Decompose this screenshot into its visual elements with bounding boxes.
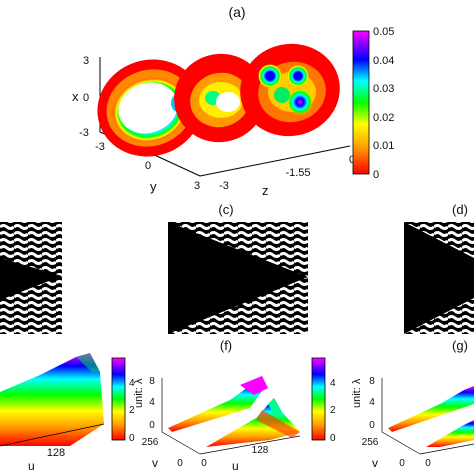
z-tick-mid: -1.55: [285, 167, 310, 179]
y-tick-mid: 0: [145, 160, 151, 172]
panel-e-x-label: u: [28, 459, 35, 473]
colorbar-f-tick-1: 2: [330, 405, 336, 416]
colorbar-e-tick-1: 2: [129, 405, 135, 416]
x-tick-bottom: -3: [79, 127, 89, 139]
panel-g-z-tick-0: 8: [369, 376, 375, 387]
panel-a-label: (a): [228, 4, 245, 20]
panel-f-z-tick-2: 0: [149, 420, 155, 431]
panel-f-v-label: v: [152, 456, 158, 470]
x-tick-mid: 0: [83, 92, 89, 104]
colorbar-tick-4: 0.01: [373, 140, 394, 152]
intensity-slice-2: [174, 53, 266, 143]
z-tick-last: 0: [349, 154, 355, 166]
colorbar-tick-1: 0.04: [373, 55, 394, 67]
colorbar-tick-0: 0.05: [373, 26, 394, 38]
colorbar-tick-3: 0.02: [373, 112, 394, 124]
y-tick-last: 3: [194, 180, 200, 192]
panel-e: 128 u 4 2 0: [0, 353, 135, 473]
axis-label-z: z: [262, 183, 269, 198]
panel-f-u-tick-2: 128: [252, 445, 269, 456]
panel-f-z-tick-1: 4: [149, 397, 155, 408]
colorbar-e-tick-2: 0: [129, 433, 135, 444]
panel-g: (g) unit: λ 8 4 0 256 v 0 0: [351, 338, 474, 470]
panel-f-label: (f): [220, 338, 232, 353]
y-tick-first: -3: [95, 141, 105, 153]
axis-label-y: y: [150, 179, 157, 194]
panel-f-u-tick-0: 0: [177, 458, 183, 469]
axis-label-x: x: [72, 89, 79, 104]
panel-g-z-label: unit: λ: [351, 378, 363, 408]
panel-g-v-label: v: [372, 456, 378, 470]
colorbar-e: [111, 357, 126, 441]
panel-f-u-tick-1: 0: [201, 458, 207, 469]
colorbar-tick-2: 0.03: [373, 83, 394, 95]
panel-b: [0, 222, 62, 334]
panel-f-u-label: u: [232, 459, 239, 473]
intensity-slice-3: [240, 43, 340, 137]
panel-d: [404, 222, 474, 334]
panel-c-label: (c): [218, 202, 233, 217]
colorbar-e-tick-0: 4: [129, 378, 135, 389]
colorbar-a: [352, 30, 370, 175]
panel-f-v-tick: 256: [142, 437, 159, 448]
z-tick-first: -3: [219, 180, 229, 192]
panel-c: [168, 222, 308, 334]
panel-a: (a): [72, 4, 394, 198]
panel-g-label: (g): [452, 338, 468, 353]
panel-f: (f) unit: λ 8 4 0 256 v 0 0 128 u 4 2 0: [133, 338, 336, 473]
colorbar-f: [311, 357, 326, 441]
colorbar-f-tick-0: 4: [330, 378, 336, 389]
panel-g-u-tick-1: 0: [425, 458, 431, 469]
x-tick-top: 3: [83, 55, 89, 67]
panel-f-z-tick-0: 8: [149, 376, 155, 387]
panel-g-u-tick-0: 0: [399, 458, 405, 469]
colorbar-f-tick-2: 0: [330, 433, 336, 444]
panel-g-v-tick: 256: [362, 437, 379, 448]
panel-e-x-tick: 128: [47, 447, 65, 459]
panel-f-z-label: unit: λ: [133, 378, 145, 408]
panel-g-z-tick-1: 4: [369, 397, 375, 408]
panel-d-label: (d): [452, 202, 468, 217]
colorbar-tick-5: 0: [373, 169, 379, 181]
panel-g-z-tick-2: 0: [369, 420, 375, 431]
